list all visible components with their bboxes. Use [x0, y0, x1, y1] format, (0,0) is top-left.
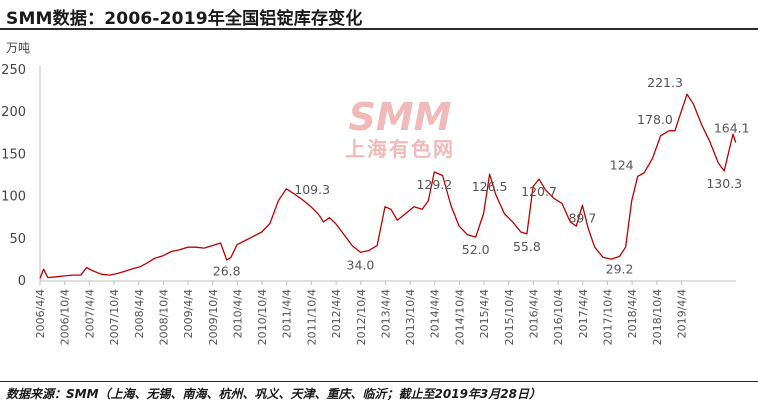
data-label: 34.0	[347, 257, 375, 272]
x-tick-label: 2008/4/4	[133, 289, 146, 338]
source-note: 数据来源：SMM（上海、无锡、南海、杭州、巩义、天津、重庆、临沂；截止至2019…	[6, 387, 541, 401]
series-line	[39, 93, 737, 279]
data-labels: 26.8 109.3 34.0 129.2 52.0 126.5 55.8 120.7 89.7…	[213, 75, 750, 278]
y-tick-label: 0	[18, 274, 26, 289]
x-tick-label: 2013/4/4	[379, 289, 392, 338]
y-axis-unit-label: 万吨	[6, 41, 30, 55]
y-tick-label: 150	[1, 147, 26, 162]
y-axis-ticks: 0 50 100 150 200 250	[1, 63, 26, 289]
chart-title: SMM数据：2006-2019年全国铝锭库存变化	[6, 9, 363, 29]
y-tick-label: 100	[1, 190, 26, 205]
x-tick-label: 2011/4/4	[281, 289, 294, 338]
x-tick-label: 2014/4/4	[429, 289, 442, 338]
x-tick-label: 2006/4/4	[34, 289, 47, 338]
x-tick-label: 2011/10/4	[305, 289, 318, 345]
x-tick-label: 2009/4/4	[182, 289, 195, 338]
x-tick-label: 2007/10/4	[108, 289, 121, 345]
data-label: 124	[610, 157, 634, 172]
x-tick-label: 2012/4/4	[330, 289, 343, 338]
data-label: 178.0	[637, 112, 673, 127]
x-tick-label: 2018/4/4	[626, 289, 639, 338]
x-tick-label: 2010/4/4	[231, 289, 244, 338]
x-tick-label: 2015/10/4	[503, 289, 516, 345]
data-label: 29.2	[606, 261, 634, 276]
data-label: 55.8	[513, 239, 541, 254]
x-tick-label: 2013/10/4	[404, 289, 417, 345]
data-label: 52.0	[462, 242, 490, 257]
x-tick-label: 2014/10/4	[453, 289, 466, 345]
data-label: 129.2	[416, 177, 452, 192]
x-tick-label: 2019/4/4	[675, 289, 688, 338]
x-tick-label: 2018/10/4	[651, 289, 664, 345]
axes	[39, 66, 736, 282]
x-tick-label: 2006/10/4	[59, 289, 72, 345]
y-tick-label: 50	[9, 232, 26, 247]
data-label: 26.8	[213, 263, 241, 278]
data-label: 109.3	[294, 182, 330, 197]
x-tick-label: 2010/10/4	[256, 289, 269, 345]
data-label: 164.1	[714, 120, 750, 135]
series-group	[39, 93, 737, 279]
x-tick-label: 2012/10/4	[355, 289, 368, 345]
x-tick-label: 2007/4/4	[83, 289, 96, 338]
data-label: 120.7	[521, 184, 557, 199]
title-divider	[0, 28, 758, 30]
watermark-logo: SMM	[349, 95, 452, 139]
x-tick-label: 2016/4/4	[527, 289, 540, 338]
y-tick-label: 250	[1, 63, 26, 78]
x-tick-label: 2016/10/4	[552, 289, 565, 345]
x-tick-label: 2008/10/4	[157, 289, 170, 345]
footer-divider	[0, 381, 758, 382]
x-tick-label: 2017/4/4	[577, 289, 590, 338]
x-axis-ticks: 2006/4/4 2006/10/4 2007/4/4 2007/10/4 2008/4…	[34, 281, 688, 345]
x-tick-label: 2009/10/4	[207, 289, 220, 345]
data-label: 130.3	[706, 176, 742, 191]
watermark-text: 上海有色网	[345, 137, 455, 161]
x-tick-label: 2017/10/4	[602, 289, 615, 345]
data-label: 126.5	[472, 179, 508, 194]
data-label: 221.3	[647, 75, 683, 90]
x-tick-label: 2015/4/4	[478, 289, 491, 338]
y-tick-label: 200	[1, 105, 26, 120]
data-label: 89.7	[568, 210, 596, 225]
